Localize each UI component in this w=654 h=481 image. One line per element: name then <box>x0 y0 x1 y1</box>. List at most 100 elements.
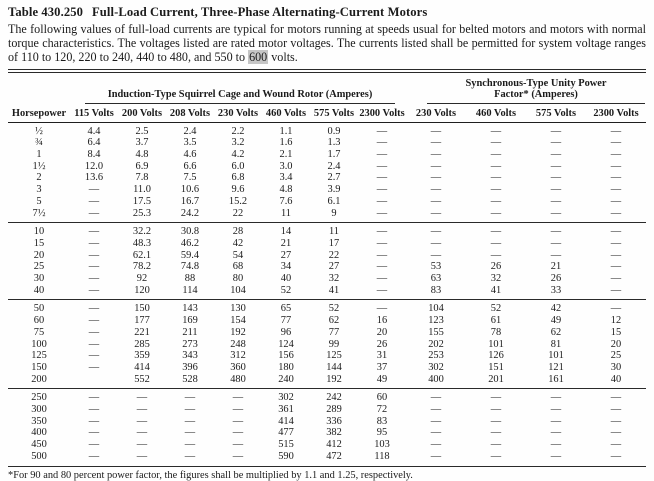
amperes-cell: — <box>610 303 622 315</box>
amperes-cell: 33 <box>550 284 562 296</box>
amperes-cell: — <box>490 149 502 160</box>
amperes-cell: 480 <box>230 373 246 385</box>
table-row: 7½ — 25.3 24.2 22 11 9 — — — — — <box>8 208 646 223</box>
amperes-cell: 382 <box>326 427 342 439</box>
amperes-cell: 32 <box>490 273 502 285</box>
amperes-cell: 10.6 <box>180 184 200 196</box>
amperes-cell: 0.9 <box>327 125 341 137</box>
amperes-cell: — <box>376 261 388 273</box>
amperes-cell: 151 <box>488 361 504 373</box>
amperes-cell: 20 <box>376 326 388 338</box>
header-sync-2300v: 2300 Volts <box>586 104 646 123</box>
amperes-cell: — <box>430 249 442 261</box>
amperes-cell: 31 <box>376 350 388 362</box>
amperes-cell: 83 <box>376 415 388 427</box>
amperes-cell: — <box>550 404 562 416</box>
amperes-cell: — <box>550 125 562 137</box>
amperes-cell: — <box>490 195 502 207</box>
amperes-cell: — <box>610 439 622 451</box>
table-row: 350 — — — — 414 336 83 — — — — <box>8 416 646 428</box>
amperes-cell: 72 <box>376 404 388 416</box>
table-title-text: Full-Load Current, Three-Phase Alternati… <box>92 5 428 19</box>
amperes-cell: 4.8 <box>135 149 149 160</box>
amperes-cell: 25 <box>610 350 622 362</box>
amperes-cell: 11.0 <box>133 184 151 196</box>
amperes-cell: 477 <box>278 427 294 439</box>
amperes-cell: — <box>490 125 502 137</box>
amperes-cell: 99 <box>328 338 340 350</box>
amperes-cell: — <box>490 160 502 172</box>
table-row: 150 — 414 396 360 180 144 37 302 151 121 30 <box>8 362 646 374</box>
amperes-cell: 104 <box>428 303 444 315</box>
amperes-cell: — <box>136 392 148 404</box>
amperes-cell: 528 <box>182 373 198 385</box>
amperes-cell: — <box>610 207 622 219</box>
table-row: 1½ 12.0 6.9 6.6 6.0 3.0 2.4 — — — — — <box>8 161 646 173</box>
amperes-cell: 144 <box>326 361 342 373</box>
amperes-cell: 590 <box>278 450 294 462</box>
amperes-cell: 2.2 <box>231 125 245 137</box>
amperes-cell: 77 <box>280 315 292 327</box>
amperes-cell: 211 <box>182 326 198 338</box>
search-highlight: 600 <box>248 50 269 64</box>
amperes-cell: 414 <box>134 361 150 373</box>
amperes-cell: 88 <box>184 273 196 285</box>
amperes-cell: — <box>376 303 388 315</box>
amperes-cell: — <box>490 237 502 249</box>
table-row: 30 — 92 88 80 40 32 — 63 32 26 — <box>8 273 646 285</box>
amperes-cell: 49 <box>550 315 562 327</box>
row-horsepower: 450 <box>31 439 47 451</box>
amperes-cell: — <box>376 195 388 207</box>
row-group-1: ½ 4.4 2.5 2.4 2.2 1.1 0.9— — — — — ¾ 6.4 3.7 3.5 3.2 1.6… <box>8 122 646 223</box>
amperes-cell: — <box>550 149 562 160</box>
amperes-cell: — <box>88 350 100 362</box>
amperes-cell: 121 <box>548 361 564 373</box>
amperes-cell: — <box>490 404 502 416</box>
amperes-cell: 2.4 <box>327 160 341 172</box>
table-number: Table 430.250 <box>8 5 84 19</box>
header-sync-230v: 230 Volts <box>406 104 466 123</box>
amperes-cell: — <box>610 392 622 404</box>
amperes-cell: 202 <box>428 338 444 350</box>
amperes-cell: 40 <box>280 273 292 285</box>
group-header-row: Induction-Type Squirrel Cage and Wound R… <box>8 73 646 105</box>
amperes-cell: — <box>376 184 388 196</box>
amperes-cell: 2.1 <box>279 149 293 160</box>
amperes-cell: 27 <box>328 261 340 273</box>
amperes-cell: 26 <box>376 338 388 350</box>
amperes-cell: 53 <box>430 261 442 273</box>
amperes-cell: — <box>88 326 100 338</box>
amperes-cell: — <box>430 439 442 451</box>
amperes-cell: — <box>610 404 622 416</box>
amperes-cell: 74.8 <box>180 261 200 273</box>
row-horsepower: 20 <box>33 249 45 261</box>
table-row: 50 — 150 143 130 65 52 — 104 52 42 — <box>8 300 646 315</box>
synchronous-group-label-line2: Factor* (Amperes) <box>494 89 578 101</box>
amperes-cell: 150 <box>134 303 150 315</box>
amperes-cell: — <box>550 160 562 172</box>
amperes-cell: 343 <box>182 350 198 362</box>
amperes-cell: 96 <box>280 326 292 338</box>
amperes-cell: 95 <box>376 427 388 439</box>
amperes-cell: 8.4 <box>87 149 101 160</box>
amperes-cell: 180 <box>278 361 294 373</box>
amperes-cell: — <box>550 415 562 427</box>
amperes-cell: — <box>430 160 442 172</box>
amperes-cell: 125 <box>326 350 342 362</box>
amperes-cell: — <box>430 149 442 160</box>
amperes-cell: — <box>88 404 100 416</box>
amperes-cell: 42 <box>550 303 562 315</box>
table-row: 200 552 528 480 240 192 49 400 201 161 40 <box>8 374 646 389</box>
amperes-cell: 285 <box>134 338 150 350</box>
amperes-cell: — <box>610 184 622 196</box>
header-horsepower: Horsepower <box>8 104 70 123</box>
amperes-cell: — <box>610 137 622 149</box>
amperes-cell: 16.7 <box>180 195 200 207</box>
table-row: 450 — — — — 515 412 103 — — — — <box>8 439 646 451</box>
amperes-cell: — <box>376 137 388 149</box>
amperes-cell: — <box>136 415 148 427</box>
amperes-cell: — <box>550 427 562 439</box>
row-horsepower: 5 <box>36 195 42 207</box>
amperes-cell: 12.0 <box>84 160 104 172</box>
amperes-cell: 52 <box>328 303 340 315</box>
